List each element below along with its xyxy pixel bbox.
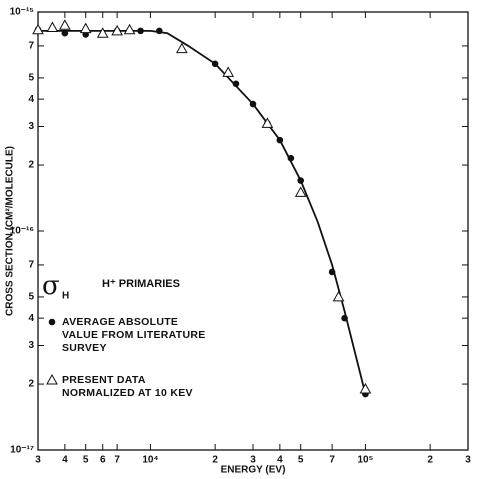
- y-tick-label: 10⁻¹⁷: [10, 445, 34, 456]
- legend-label: PRESENT DATA NORMALIZED AT 10 KEV: [62, 374, 193, 399]
- circle-point: [276, 136, 284, 144]
- x-tick-label: 2: [212, 455, 218, 466]
- legend-entry: PRESENT DATA NORMALIZED AT 10 KEV: [62, 374, 193, 399]
- y-tick-label: 7: [28, 260, 34, 271]
- y-tick-label: 2: [28, 160, 34, 171]
- y-tick-label: 3: [28, 121, 34, 132]
- y-tick-label: 5: [28, 292, 34, 303]
- x-tick-label: 5: [83, 455, 89, 466]
- circle-point: [137, 27, 144, 35]
- y-tick-label: 10⁻¹⁵: [10, 7, 35, 18]
- x-tick-label: 4: [62, 455, 68, 466]
- y-tick-label: 7: [28, 41, 34, 52]
- y-tick-label: 4: [28, 313, 34, 324]
- heading: H⁺ PRIMARIES: [102, 278, 180, 290]
- legend-marker: [48, 318, 56, 326]
- x-tick-label: 10⁴: [142, 455, 158, 466]
- triangle-point: [294, 186, 307, 197]
- x-tick-label: 3: [35, 455, 41, 466]
- symbol: σ: [42, 271, 60, 301]
- circle-point: [341, 314, 348, 322]
- circle-point: [249, 100, 257, 108]
- circle-point: [297, 177, 304, 184]
- triangle-point: [222, 66, 235, 77]
- x-tick-label: 3: [465, 455, 471, 466]
- x-tick-label: 4: [277, 455, 283, 466]
- symbol-subscript: H: [62, 291, 69, 302]
- x-tick-label: 6: [100, 455, 106, 466]
- circle-point: [61, 29, 69, 37]
- y-tick-label: 10⁻¹⁶: [10, 226, 34, 237]
- x-axis-label: ENERGY (EV): [221, 465, 286, 476]
- y-tick-label: 4: [28, 94, 34, 105]
- y-tick-label: 3: [28, 340, 34, 351]
- triangle-point: [96, 27, 109, 38]
- legend-label: AVERAGE ABSOLUTE VALUE FROM LITERATURE S…: [62, 316, 206, 354]
- x-tick-label: 5: [298, 455, 304, 466]
- triangle-point: [123, 23, 136, 35]
- circle-point: [232, 80, 240, 88]
- x-tick-label: 7: [114, 455, 120, 466]
- x-tick-label: 2: [427, 455, 433, 466]
- circle-point: [211, 60, 219, 68]
- triangle-point: [359, 382, 372, 394]
- y-tick-label: 2: [28, 379, 34, 390]
- legend-marker: [46, 373, 58, 385]
- circle-point: [328, 268, 336, 276]
- triangle-point: [111, 24, 123, 36]
- triangle-point: [32, 23, 44, 35]
- triangle-point: [59, 19, 71, 30]
- triangle-point: [261, 117, 274, 128]
- y-axis-label: CROSS SECTION (CM²/MOLECULE): [5, 146, 16, 316]
- triangle-point: [79, 22, 92, 34]
- circle-point: [156, 27, 163, 35]
- legend-entry: AVERAGE ABSOLUTE VALUE FROM LITERATURE S…: [62, 316, 206, 354]
- triangle-point: [46, 21, 59, 32]
- y-tick-label: 5: [28, 73, 34, 84]
- x-tick-label: 10⁵: [358, 455, 374, 466]
- triangle-point: [332, 290, 345, 302]
- circle-point: [287, 154, 295, 162]
- x-tick-label: 7: [329, 455, 335, 466]
- x-tick-label: 3: [250, 455, 256, 466]
- triangle-point: [175, 42, 188, 54]
